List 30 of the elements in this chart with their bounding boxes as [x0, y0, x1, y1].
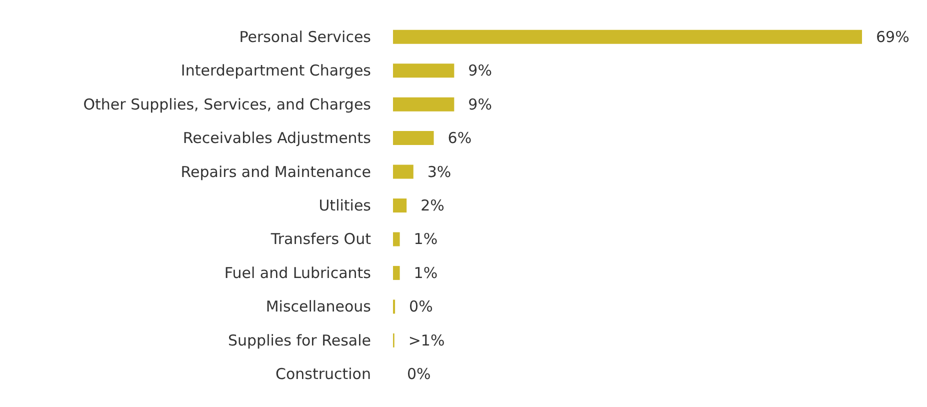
bar — [393, 266, 400, 280]
y-tick-label: Miscellaneous — [266, 298, 372, 316]
data-label: 3% — [427, 162, 452, 181]
bar — [393, 97, 454, 112]
bar — [393, 164, 414, 179]
bar — [393, 131, 434, 146]
data-label: 6% — [448, 129, 472, 148]
y-tick-label: Transfers Out — [270, 230, 372, 248]
data-label: 1% — [414, 230, 438, 248]
bar — [393, 64, 454, 78]
data-label: 1% — [414, 264, 438, 282]
data-label: 0% — [409, 298, 433, 316]
bar — [393, 198, 407, 212]
y-tick-label: Interdepartment Charges — [180, 62, 372, 80]
y-tick-label: Receivables Adjustments — [182, 129, 372, 148]
y-tick-label: Repairs and Maintenance — [180, 162, 371, 181]
data-label: 9% — [468, 62, 492, 80]
y-tick-label: Construction — [275, 365, 371, 384]
bar — [393, 30, 862, 44]
y-tick-label: Supplies for Resale — [228, 331, 371, 350]
y-tick-label: Other Supplies, Services, and Charges — [83, 95, 372, 114]
data-label: 2% — [420, 196, 444, 214]
y-tick-label: Utlities — [318, 196, 372, 214]
bar — [393, 232, 400, 246]
data-label: 9% — [468, 95, 492, 114]
data-label: >1% — [408, 331, 445, 350]
y-tick-label: Fuel and Lubricants — [224, 264, 372, 282]
y-tick-label: Personal Services — [239, 28, 372, 46]
data-label: 69% — [876, 28, 910, 46]
data-label: 0% — [407, 365, 431, 384]
